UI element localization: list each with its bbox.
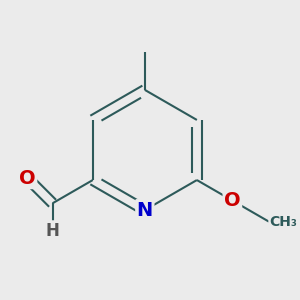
Text: N: N xyxy=(137,201,153,220)
Text: H: H xyxy=(46,222,59,240)
Text: CH₃: CH₃ xyxy=(269,215,297,229)
Text: O: O xyxy=(19,169,36,188)
Text: O: O xyxy=(224,191,241,210)
